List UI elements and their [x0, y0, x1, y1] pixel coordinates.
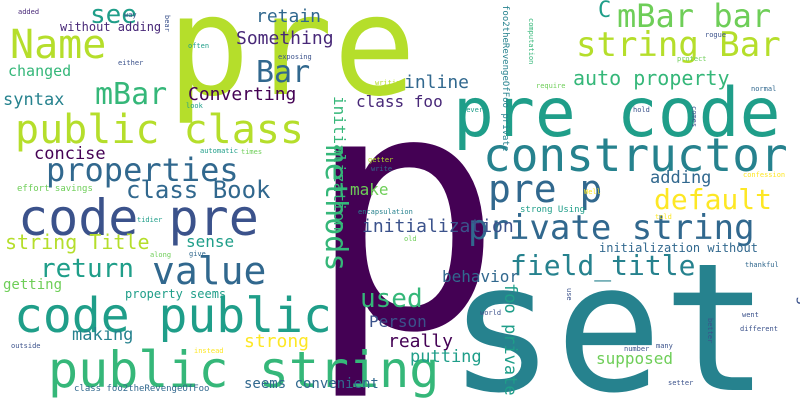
word-class-foo2: class foo2theRevengeOfFoo: [74, 384, 210, 394]
word-converting: Converting: [188, 84, 297, 105]
word-automatic: automatic: [200, 147, 238, 155]
word-old: old: [404, 235, 417, 243]
word-look: look: [186, 102, 203, 110]
word-field-title: field_title: [510, 249, 696, 282]
word-normal: normal: [751, 85, 777, 93]
word-public-string: public string: [48, 341, 440, 399]
word-something: Something: [236, 28, 334, 49]
word-default: default: [654, 183, 773, 216]
word-foo2-private: foo2theRevengeOfFoo private: [500, 5, 510, 152]
word-person: adding: [650, 168, 712, 188]
word-seems-convenient: seems convenient: [244, 376, 379, 392]
word-name: Name: [10, 22, 107, 68]
word-protect: protect: [677, 55, 707, 63]
word-revert: revert: [462, 106, 488, 114]
word-initialization-column: initialization: [330, 96, 349, 231]
word-confession: confession: [743, 171, 786, 179]
word-set: set: [448, 225, 770, 400]
word-retain: retain: [256, 6, 322, 27]
word-auto-property: auto property: [573, 66, 730, 90]
word-mbar-bar: mBar bar: [617, 0, 772, 35]
word-added: added: [18, 8, 40, 16]
word-syntax: syntax: [3, 90, 65, 110]
word-value: value: [152, 249, 267, 293]
word-require: require: [536, 82, 566, 90]
word-putting: really: [388, 331, 454, 352]
word-c: C: [598, 0, 612, 23]
word-pre: pre: [167, 0, 417, 127]
word-used: used: [360, 284, 423, 314]
word-bear: bear: [163, 15, 171, 32]
word-foo-private: foo private: [500, 283, 520, 396]
word-getting: making: [72, 325, 134, 345]
word-different: different: [740, 325, 778, 333]
word-code-public: code public: [14, 288, 332, 344]
word-went: went: [742, 311, 759, 319]
word-either: either: [118, 59, 144, 67]
word-better: better: [706, 318, 714, 344]
word-often: often: [188, 42, 210, 50]
word-property-seems: property seems: [125, 287, 227, 301]
word-thankful: thankful: [745, 261, 779, 269]
word-return: return: [40, 254, 134, 284]
word-changed: changed: [8, 62, 72, 80]
word-public-class: public class: [15, 107, 304, 153]
word-encapsulation: encapsulation: [358, 208, 413, 216]
word-setter: setter: [668, 379, 694, 387]
word-writing: writing: [375, 79, 405, 87]
word-concise: concise: [34, 144, 106, 164]
word-pre-p: pre p: [488, 167, 603, 211]
word-make: initialization: [362, 216, 514, 237]
word-many: many: [656, 342, 673, 350]
word-number: number: [624, 345, 650, 353]
word-adding: make: [350, 180, 389, 199]
word-class-foo: class foo: [356, 92, 443, 111]
word-string-title: string Title: [5, 230, 150, 254]
word-without-adding: without adding: [60, 20, 162, 34]
word-getter: getter: [368, 156, 394, 164]
word-exposing: exposing: [278, 53, 312, 61]
word-write: write: [371, 165, 393, 173]
word-computation: computation: [527, 18, 535, 65]
word-constructor: constructor: [483, 128, 788, 182]
word-private-string: private string: [468, 208, 755, 248]
word-mbar: mBar: [95, 77, 168, 112]
word-use: use: [565, 288, 573, 301]
word-really: Person: [369, 312, 427, 331]
word-bar: Bar: [256, 55, 311, 90]
word-strong: putting: [410, 347, 482, 367]
word-hold: hold: [633, 106, 650, 114]
word-auto: behavior: [442, 267, 520, 286]
word-world: world: [480, 309, 502, 317]
word-strong-using: strong Using: [520, 205, 586, 215]
word-class-book: class Book: [126, 176, 271, 204]
word-times: times: [241, 148, 263, 156]
word-give: give: [189, 250, 206, 258]
word-tidier: tidier: [137, 216, 163, 224]
word-along: along: [150, 251, 172, 259]
word-sense: getting: [3, 277, 63, 293]
word-rogue: rogue: [705, 31, 727, 39]
word-string-bar: string Bar: [576, 25, 781, 65]
word-instead: instead: [194, 347, 224, 355]
word-effort-savings: effort savings: [17, 184, 93, 194]
word-see: see: [90, 0, 137, 30]
word-inline: inline: [404, 72, 470, 93]
word-comes: comes: [690, 106, 698, 128]
word-told: told: [655, 213, 672, 221]
word-initialization-without: initialization without: [599, 241, 758, 255]
word-supposed: sense: [186, 232, 235, 251]
word-way: way: [124, 11, 137, 19]
word-properties: properties: [46, 151, 239, 189]
word-p: p: [305, 21, 504, 400]
word-making: strong: [244, 331, 310, 352]
word-pre-code: pre code: [453, 74, 781, 153]
word-outside: outside: [11, 342, 41, 350]
word-well: Well: [584, 188, 601, 196]
word-code-pre: code pre: [18, 189, 259, 247]
word-behavior: supposed: [596, 349, 674, 368]
